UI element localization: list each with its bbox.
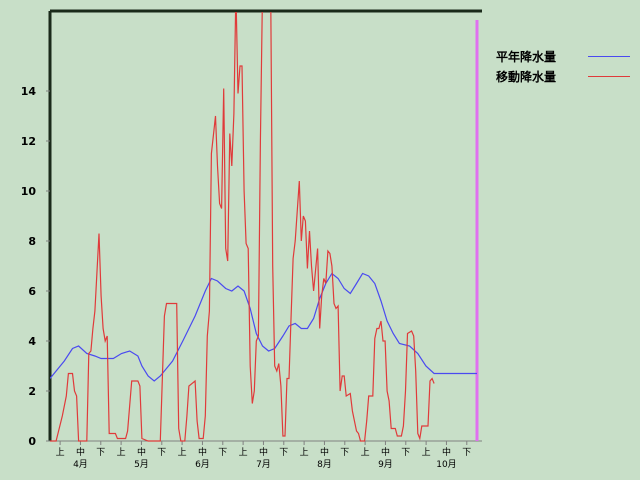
x-period-label: 中 — [198, 446, 207, 458]
x-month-label: 8月 — [317, 459, 332, 470]
x-month-label: 10月 — [436, 459, 456, 470]
legend-swatch — [588, 55, 630, 57]
legend-item-moving: 移動降水量 — [496, 66, 630, 86]
legend-label: 移動降水量 — [496, 69, 557, 84]
y-tick-label: 6 — [28, 285, 36, 298]
y-tick-label: 8 — [28, 235, 36, 248]
legend-swatch — [588, 75, 630, 77]
series-layer — [50, 12, 477, 442]
series-line-1 — [50, 12, 435, 442]
x-period-label: 上 — [117, 447, 126, 458]
x-period-label: 上 — [361, 447, 370, 458]
x-period-label: 上 — [178, 447, 187, 458]
x-period-label: 下 — [462, 448, 471, 458]
y-tick-label: 10 — [21, 185, 37, 198]
x-period-label: 下 — [218, 448, 227, 458]
x-period-label: 中 — [381, 446, 390, 458]
x-period-label: 下 — [279, 448, 288, 458]
x-period-label: 下 — [157, 448, 166, 458]
y-tick-group: 0 2 4 6 8 10 12 14 — [21, 85, 50, 448]
y-tick-label: 12 — [21, 135, 36, 148]
x-period-label: 中 — [76, 446, 85, 458]
legend-item-heinen: 平年降水量 — [496, 46, 630, 66]
y-tick-label: 2 — [28, 385, 36, 398]
x-month-label: 4月 — [73, 459, 88, 470]
x-month-label: 6月 — [195, 459, 210, 470]
x-period-label: 下 — [401, 448, 410, 458]
x-period-label: 中 — [320, 446, 329, 458]
x-period-label: 中 — [259, 446, 268, 458]
legend-label: 平年降水量 — [496, 49, 557, 64]
x-tick-group: 上中下上中下上中下上中下上中下上中下上中下4月 5月 6月 7月 8月 9月 10月 — [56, 441, 471, 470]
legend: 平年降水量 移動降水量 — [496, 46, 630, 86]
x-month-label: 7月 — [256, 459, 271, 470]
x-period-label: 中 — [137, 446, 146, 458]
y-tick-label: 14 — [21, 85, 37, 98]
x-month-label: 9月 — [378, 459, 393, 470]
series-line-0 — [50, 272, 477, 382]
x-period-label: 上 — [56, 447, 65, 458]
x-period-label: 上 — [422, 447, 431, 458]
y-tick-label: 4 — [28, 335, 36, 348]
x-period-label: 中 — [442, 446, 451, 458]
x-month-label: 5月 — [134, 459, 149, 470]
x-period-label: 下 — [96, 448, 105, 458]
x-period-label: 下 — [340, 448, 349, 458]
x-period-label: 上 — [300, 447, 309, 458]
x-period-label: 上 — [239, 447, 248, 458]
y-tick-label: 0 — [28, 435, 36, 448]
